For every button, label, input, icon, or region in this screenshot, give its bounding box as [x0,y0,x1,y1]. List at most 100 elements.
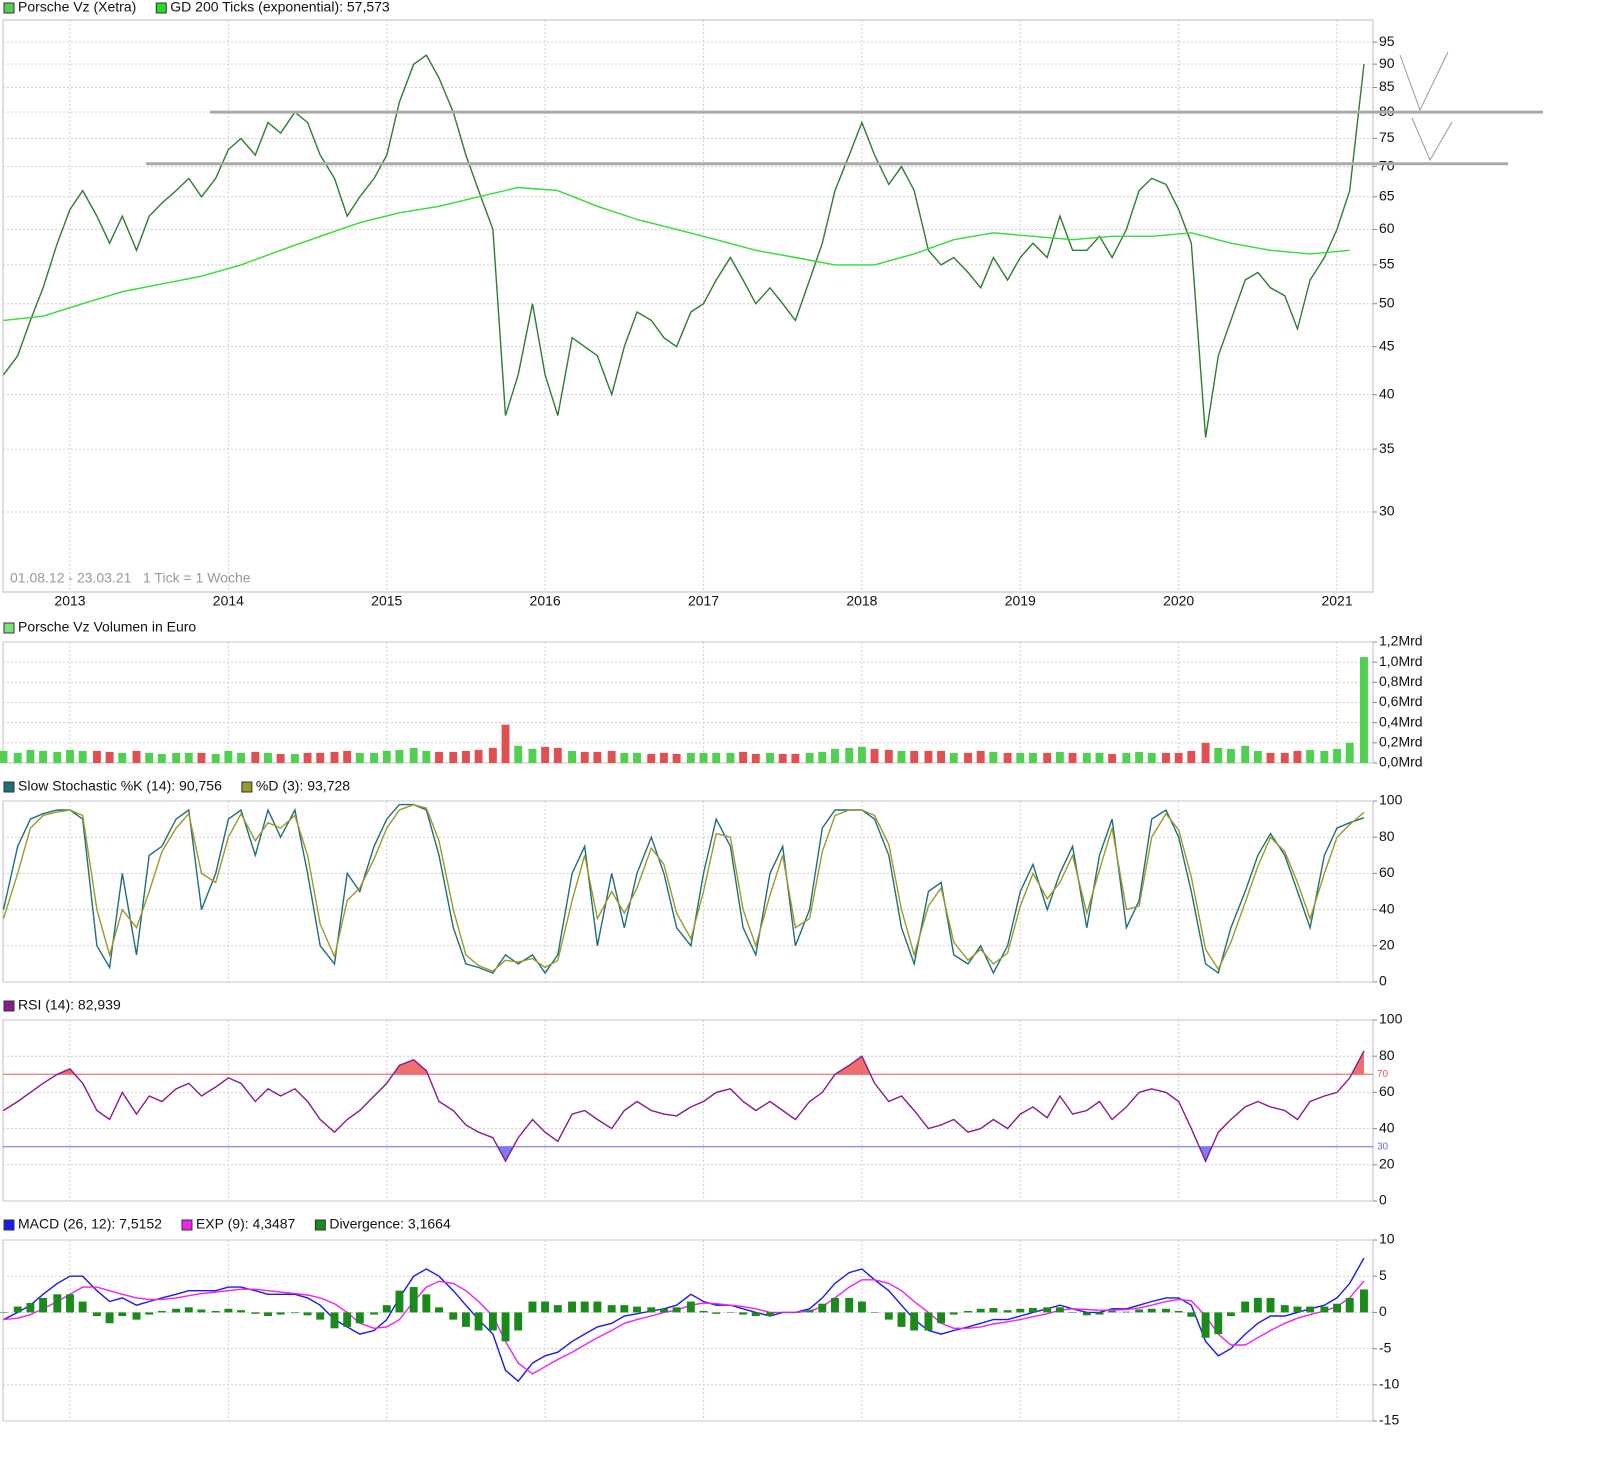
bar [1162,1308,1170,1313]
legend-swatch [3,1219,15,1231]
bar [39,1297,48,1313]
bar [528,748,537,763]
bar [78,1301,87,1313]
bar [1003,1310,1012,1313]
y-tick-label: 75 [1379,129,1395,145]
bar [805,752,814,763]
bar [13,752,22,763]
y-tick-label: 30 [1379,503,1395,519]
bar [1226,1312,1235,1317]
bar [501,724,510,763]
bar [553,1305,562,1313]
bar [1055,1307,1064,1313]
bar [607,1305,616,1313]
bar [976,1308,985,1313]
legend-swatch [314,1219,326,1231]
y-tick-label: 65 [1379,188,1395,204]
legend-swatch [3,622,15,634]
bar [224,750,233,763]
plot-frame [2,1019,1374,1202]
bar [1320,1306,1329,1313]
bar [989,751,998,763]
bar [1241,745,1250,763]
bar [686,1301,695,1313]
bar [474,1312,483,1331]
y-tick-label: -10 [1379,1376,1399,1392]
bar [39,750,48,763]
bar [633,1306,641,1313]
y-tick-label: 95 [1379,33,1395,49]
bar [937,750,946,763]
bar [541,746,550,763]
y-tick-label: 5 [1379,1267,1387,1283]
bar [395,1290,404,1313]
bar [766,1312,774,1317]
bar [132,750,141,763]
bar [1187,1312,1196,1317]
bar [370,1312,379,1315]
y-tick-label: 1,2Mrd [1379,633,1423,649]
bar [145,1312,154,1315]
series-line [3,186,1350,322]
bar [726,1312,735,1313]
bar [528,1301,537,1313]
bar [1068,752,1077,763]
bar [1095,1312,1104,1315]
bar [831,748,839,763]
bar [53,751,62,763]
bar [92,750,101,763]
bar [672,753,681,763]
annotation: 01.08.12 - 23.03.21 [10,570,132,586]
bar [145,752,154,763]
bar [0,750,8,763]
bar [1201,742,1210,763]
bar [647,1307,656,1313]
legend-label: EXP (9): 4,3487 [196,1216,296,1232]
bar [1214,1312,1223,1335]
bar [1147,752,1156,763]
bar [910,1312,919,1331]
bar [382,1305,391,1313]
bar [580,751,589,763]
bar [435,751,443,763]
bar [910,750,919,763]
bar [409,747,418,763]
legend-swatch [3,781,15,793]
bar [620,752,629,763]
bar [1187,750,1196,763]
x-tick-label: 2020 [1163,593,1194,609]
bar [184,752,193,763]
legend-swatch [241,781,253,793]
bar [461,750,470,763]
bar [964,752,972,763]
y-tick-label: 45 [1379,337,1395,353]
y-tick-label: 1,0Mrd [1379,653,1423,669]
bar [989,1308,998,1313]
bar [593,751,602,763]
bar [157,1310,166,1313]
bar [778,753,787,763]
series-line [2,803,1365,975]
bar [1320,750,1329,763]
bar [1293,750,1302,763]
y-tick-label: 0,4Mrd [1379,713,1423,729]
bar [672,1307,681,1313]
bar [330,751,339,763]
y-tick-label: 40 [1379,1119,1395,1135]
bar [949,752,958,763]
bar [501,1312,510,1342]
series-line [2,803,1365,972]
bar [647,753,656,763]
bar [276,753,285,763]
legend-swatch [181,1219,193,1231]
bar [449,751,458,763]
bar [1280,1305,1289,1313]
y-tick-label: 35 [1379,440,1395,456]
bar [409,1287,418,1313]
bar [964,1310,972,1313]
legend-swatch [155,2,167,14]
bar [1082,1312,1091,1316]
bar [1253,750,1262,763]
bar [818,1303,827,1313]
